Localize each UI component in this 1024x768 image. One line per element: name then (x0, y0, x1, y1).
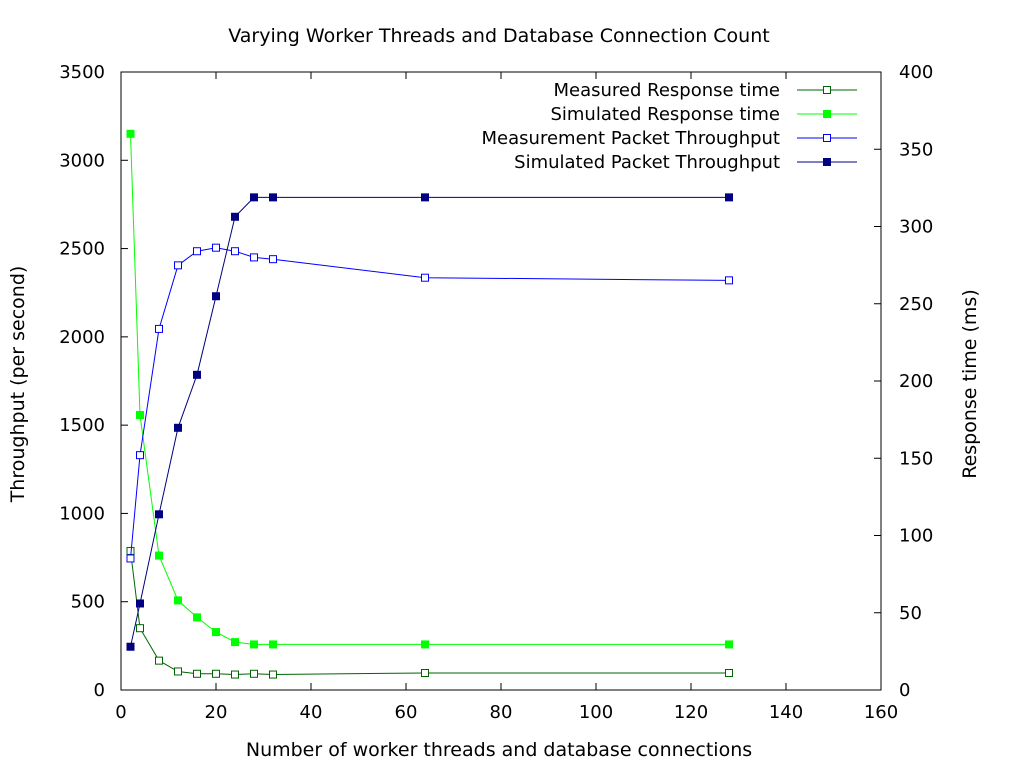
data-point (725, 640, 733, 649)
legend-label: Simulated Response time (550, 104, 780, 125)
legend-label: Measured Response time (554, 80, 781, 101)
x-tick-label: 40 (300, 702, 323, 723)
data-point (250, 669, 258, 678)
legend-swatch-marker (823, 158, 831, 166)
data-point (269, 670, 277, 679)
legend-label: Measurement Packet Throughput (482, 128, 780, 149)
y-left-tick-label: 2000 (59, 327, 105, 348)
y-axis-right-label: Response time (ms) (959, 289, 981, 479)
y-left-tick-label: 0 (94, 680, 105, 701)
y-right-tick-label: 200 (899, 371, 933, 392)
data-point (231, 212, 239, 221)
data-point (212, 243, 220, 252)
legend-swatch-marker (823, 134, 831, 142)
x-axis-ticks: 0 20 40 60 80 100 120 140 160 (115, 72, 898, 723)
y-axis-left-label: Throughput (per second) (7, 266, 29, 504)
data-point (269, 640, 277, 649)
data-point (231, 247, 239, 256)
series-0 (126, 546, 733, 679)
data-point (136, 451, 144, 460)
x-tick-label: 0 (115, 702, 126, 723)
legend-swatch-marker (823, 110, 831, 118)
y-right-tick-label: 150 (899, 448, 933, 469)
x-tick-label: 20 (205, 702, 228, 723)
y-axis-right-ticks: 0 50 100 150 200 250 300 350 400 (874, 62, 933, 701)
data-point (126, 642, 135, 651)
y-left-tick-label: 1000 (59, 503, 105, 524)
data-point (421, 273, 429, 282)
series-1 (126, 129, 733, 649)
y-left-tick-label: 2500 (59, 239, 105, 260)
data-point (174, 667, 182, 676)
data-point (725, 276, 733, 285)
x-tick-label: 80 (490, 702, 513, 723)
legend-item: Measured Response time (554, 80, 857, 101)
data-point (136, 599, 144, 608)
series-line (130, 550, 729, 676)
data-point (421, 669, 429, 678)
data-point (155, 656, 163, 665)
x-tick-label: 120 (674, 702, 708, 723)
data-point (421, 193, 429, 202)
data-point (250, 253, 258, 262)
data-point (193, 247, 201, 256)
series-layer (126, 129, 733, 679)
y-axis-left-ticks: 0 500 1000 1500 2000 2500 3000 3500 (59, 62, 128, 701)
y-right-tick-label: 400 (899, 62, 933, 83)
legend: Measured Response time Simulated Response… (482, 80, 857, 173)
series-line (130, 196, 729, 647)
data-point (725, 193, 733, 202)
legend-item: Measurement Packet Throughput (482, 128, 857, 149)
y-left-tick-label: 500 (71, 592, 105, 613)
y-right-tick-label: 300 (899, 217, 933, 238)
data-point (155, 551, 163, 560)
y-left-tick-label: 1500 (59, 415, 105, 436)
data-point (126, 129, 135, 138)
data-point (269, 193, 277, 202)
data-point (269, 255, 277, 264)
legend-item: Simulated Packet Throughput (514, 152, 857, 173)
data-point (421, 640, 429, 649)
data-point (725, 669, 733, 678)
data-point (193, 370, 201, 379)
x-tick-label: 140 (769, 702, 803, 723)
data-point (126, 554, 135, 563)
y-right-tick-label: 0 (899, 680, 910, 701)
series-3 (126, 193, 733, 651)
y-left-tick-label: 3500 (59, 62, 105, 83)
series-2 (126, 243, 733, 563)
data-point (231, 638, 239, 647)
data-point (212, 628, 220, 637)
data-point (193, 613, 201, 622)
data-point (250, 640, 258, 649)
y-right-tick-label: 100 (899, 526, 933, 547)
y-right-tick-label: 350 (899, 139, 933, 160)
series-line (130, 247, 730, 559)
data-point (231, 670, 239, 679)
data-point (155, 324, 163, 333)
legend-swatch-marker (823, 86, 831, 94)
series-line (130, 133, 729, 645)
data-point (193, 669, 201, 678)
legend-label: Simulated Packet Throughput (514, 152, 780, 173)
data-point (136, 410, 144, 419)
data-point (250, 193, 258, 202)
chart-title: Varying Worker Threads and Database Conn… (228, 25, 769, 47)
data-point (212, 292, 220, 301)
x-axis-label: Number of worker threads and database co… (246, 739, 752, 761)
data-point (174, 423, 182, 432)
x-tick-label: 60 (395, 702, 418, 723)
legend-item: Simulated Response time (550, 104, 857, 125)
x-tick-label: 160 (864, 702, 898, 723)
y-left-tick-label: 3000 (59, 150, 105, 171)
y-right-tick-label: 250 (899, 294, 933, 315)
y-right-tick-label: 50 (899, 603, 922, 624)
x-tick-label: 100 (579, 702, 613, 723)
data-point (174, 596, 182, 605)
data-point (136, 624, 144, 633)
data-point (212, 669, 220, 678)
data-point (174, 261, 182, 270)
data-point (155, 510, 163, 519)
